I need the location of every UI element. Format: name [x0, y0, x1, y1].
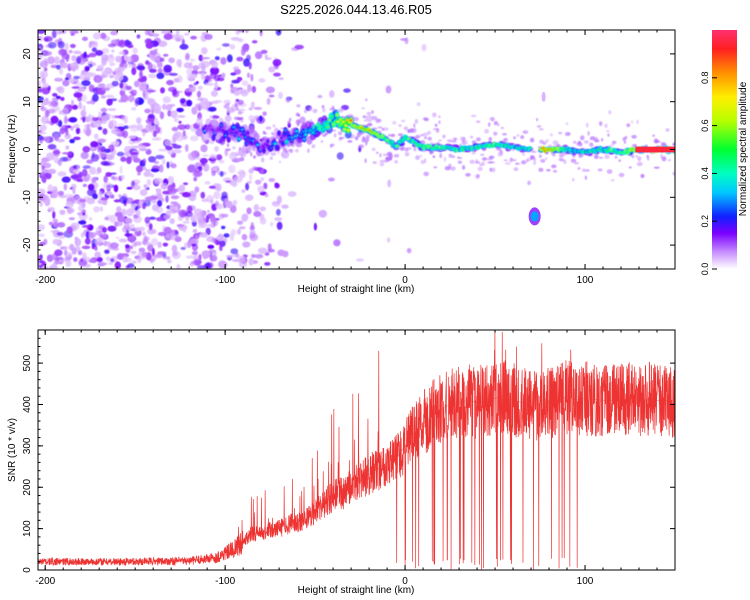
spectrogram-secondary-blob: [530, 211, 539, 222]
x-tick-label: -200: [35, 576, 55, 587]
snr-series: [38, 330, 675, 570]
spectrogram-y-label: Frequency (Hz): [7, 115, 18, 184]
spectrogram-x-label: Height of straight line (km): [298, 284, 415, 295]
y-tick-label: 300: [22, 437, 33, 454]
colorbar-tick-label: 0.0: [700, 263, 710, 276]
y-tick-label: 10: [22, 96, 33, 108]
x-tick-label: 100: [577, 275, 594, 286]
colorbar-tick-label: 0.8: [700, 72, 710, 85]
colorbar-tick-label: 0.2: [700, 215, 710, 228]
snr-frame: [37, 329, 676, 571]
snr-x-ticks: -200 -100 0 100: [35, 330, 676, 587]
spectrogram-faint-blob: [541, 91, 546, 102]
colorbar-tick-label: 0.4: [700, 167, 710, 180]
x-tick-label: 100: [577, 576, 594, 587]
y-tick-label: 500: [22, 354, 33, 371]
spectrogram-y-ticks: -20 -10 0 10 20: [22, 29, 675, 270]
colorbar: 0.0 0.2 0.4 0.6 0.8 Normalized spectral ampl…: [700, 30, 749, 275]
snr-line: [38, 330, 675, 570]
spectrogram-x-ticks: -200 -100 0 100: [35, 30, 676, 286]
snr-background: [38, 330, 675, 570]
x-tick-label: -100: [215, 576, 235, 587]
y-tick-label: 100: [22, 520, 33, 537]
figure-title: S225.2026.044.13.46.R05: [280, 2, 432, 17]
colorbar-tick-label: 0.6: [700, 119, 710, 132]
x-tick-label: 0: [402, 576, 408, 587]
spectrogram-strong-band: [635, 146, 675, 153]
y-tick-label: -20: [22, 237, 33, 252]
snr-panel: -200 -100 0 100 0 100 200 300 400 500 Height of …: [7, 329, 676, 596]
y-tick-label: 20: [22, 48, 33, 60]
y-tick-label: -10: [22, 190, 33, 205]
snr-x-label: Height of straight line (km): [298, 585, 415, 596]
y-tick-label: 0: [22, 567, 33, 573]
colorbar-fill: [712, 30, 737, 269]
y-tick-label: 0: [22, 146, 33, 152]
snr-y-ticks: 0 100 200 300 400 500: [22, 329, 675, 573]
x-tick-label: -100: [215, 275, 235, 286]
y-tick-label: 400: [22, 396, 33, 413]
colorbar-ticks: 0.0 0.2 0.4 0.6 0.8: [700, 72, 717, 276]
spectrogram-noise-speckle: [38, 30, 675, 269]
spectrogram-heatmap: [38, 30, 675, 269]
x-tick-label: -200: [35, 275, 55, 286]
spectrogram-ridge: [200, 109, 675, 157]
y-tick-label: 200: [22, 478, 33, 495]
colorbar-label: Normalized spectral amplitude: [738, 81, 749, 216]
snr-y-label: SNR (10 * v/v): [7, 418, 18, 482]
x-tick-label: 0: [402, 275, 408, 286]
